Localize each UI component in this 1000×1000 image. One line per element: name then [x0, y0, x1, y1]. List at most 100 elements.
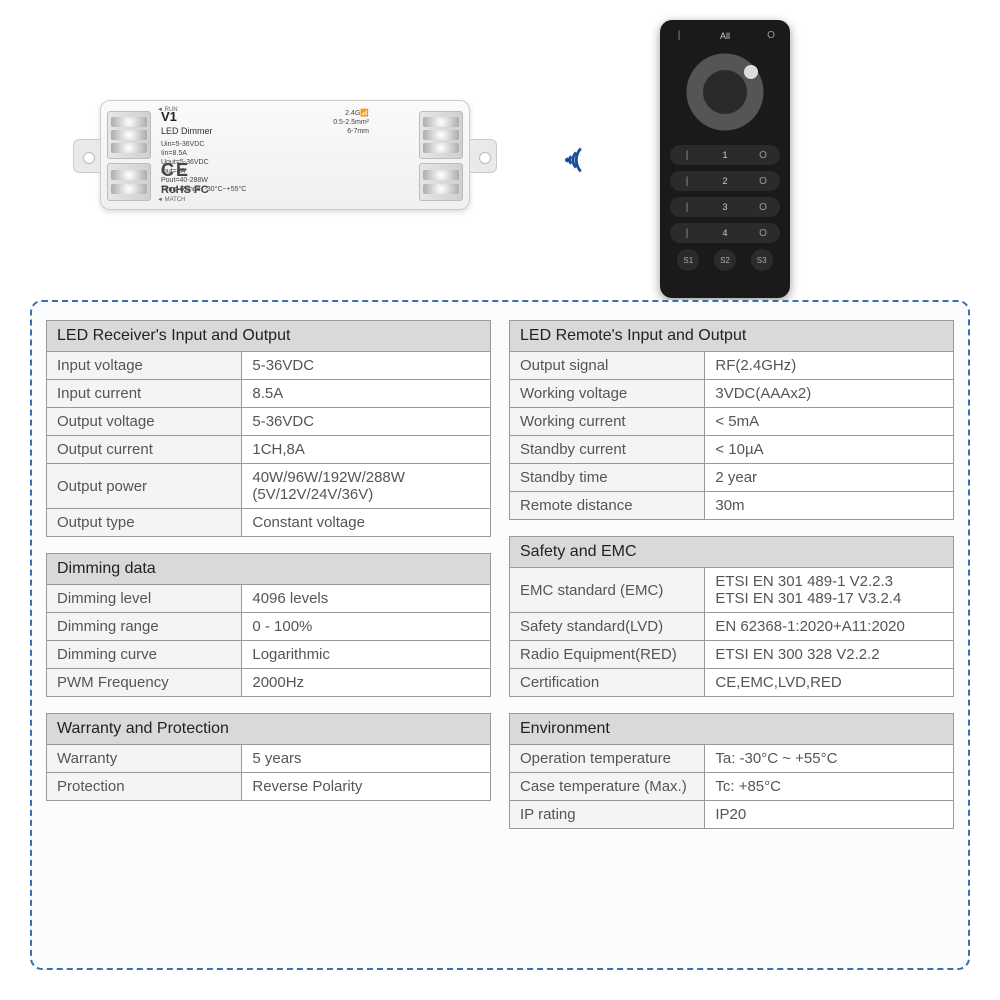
spec-panel: LED Receiver's Input and OutputInput vol… [30, 300, 970, 970]
off-icon[interactable]: O [762, 30, 780, 41]
right-column: LED Remote's Input and OutputOutput sign… [509, 320, 954, 950]
spec-label: Operation temperature [510, 745, 705, 773]
zone-3-button[interactable]: |3O [670, 197, 780, 217]
safety-table: Safety and EMCEMC standard (EMC)ETSI EN … [509, 536, 954, 697]
spec-label: Standby time [510, 464, 705, 492]
spec-label: Safety standard(LVD) [510, 613, 705, 641]
mount-tab-right [469, 139, 497, 173]
spec-label: Output current [47, 436, 242, 464]
table-row: Input voltage5-36VDC [47, 352, 491, 380]
spec-label: Certification [510, 669, 705, 697]
table-row: Dimming curveLogarithmic [47, 641, 491, 669]
zone-2-button[interactable]: |2O [670, 171, 780, 191]
brightness-dial[interactable] [680, 47, 770, 137]
table-row: Remote distance30m [510, 492, 954, 520]
spec-label: IP rating [510, 801, 705, 829]
spec-label: Dimming range [47, 613, 242, 641]
spec-value: 30m [705, 492, 954, 520]
rohs-mark: RoHS FC [161, 184, 209, 196]
spec-line: Uin=5-36VDC [161, 140, 369, 149]
receiver-table: LED Receiver's Input and OutputInput vol… [46, 320, 491, 537]
spec-label: Output voltage [47, 408, 242, 436]
table-title: LED Receiver's Input and Output [47, 321, 491, 352]
dimming-table: Dimming dataDimming level4096 levelsDimm… [46, 553, 491, 697]
spec-label: EMC standard (EMC) [510, 568, 705, 613]
terminal-block [419, 163, 463, 201]
table-row: Standby current< 10µA [510, 436, 954, 464]
table-row: IP ratingIP20 [510, 801, 954, 829]
spec-label: Standby current [510, 436, 705, 464]
spec-value: EN 62368-1:2020+A11:2020 [705, 613, 954, 641]
spec-value: 5 years [242, 745, 491, 773]
table-row: Output power40W/96W/192W/288W (5V/12V/24… [47, 464, 491, 509]
spec-label: Radio Equipment(RED) [510, 641, 705, 669]
spec-value: 0 - 100% [242, 613, 491, 641]
table-title: Safety and EMC [510, 537, 954, 568]
table-row: Working current< 5mA [510, 408, 954, 436]
freq-label: 2.4G📶 0.5-2.5mm² 6-7mm [333, 109, 369, 136]
spec-line: Iin=8.5A [161, 149, 369, 158]
spec-value: 5-36VDC [242, 352, 491, 380]
scene-row: S1 S2 S3 [670, 249, 780, 271]
spec-value: Logarithmic [242, 641, 491, 669]
spec-label: Remote distance [510, 492, 705, 520]
table-title: LED Remote's Input and Output [510, 321, 954, 352]
spec-label: Input voltage [47, 352, 242, 380]
table-title: Warranty and Protection [47, 714, 491, 745]
table-row: Output typeConstant voltage [47, 509, 491, 537]
ce-mark: CE [161, 159, 190, 182]
mount-tab-left [73, 139, 101, 173]
spec-value: ETSI EN 300 328 V2.2.2 [705, 641, 954, 669]
table-row: Operation temperatureTa: -30°C ~ +55°C [510, 745, 954, 773]
scene-3-button[interactable]: S3 [751, 249, 773, 271]
spec-value: 4096 levels [242, 585, 491, 613]
all-button[interactable]: All [688, 31, 762, 41]
warranty-table: Warranty and ProtectionWarranty5 yearsPr… [46, 713, 491, 801]
zone-4-button[interactable]: |4O [670, 223, 780, 243]
table-row: Case temperature (Max.)Tc: +85°C [510, 773, 954, 801]
spec-value: RF(2.4GHz) [705, 352, 954, 380]
spec-value: Constant voltage [242, 509, 491, 537]
spec-value: < 10µA [705, 436, 954, 464]
certifications: CE RoHS FC [161, 159, 209, 197]
table-row: Input current8.5A [47, 380, 491, 408]
table-row: Warranty5 years [47, 745, 491, 773]
table-row: Output voltage5-36VDC [47, 408, 491, 436]
terminal-block [107, 111, 151, 159]
spec-label: Output signal [510, 352, 705, 380]
spec-label: Working voltage [510, 380, 705, 408]
table-row: Dimming range0 - 100% [47, 613, 491, 641]
spec-label: Dimming level [47, 585, 242, 613]
table-row: Dimming level4096 levels [47, 585, 491, 613]
spec-label: Dimming curve [47, 641, 242, 669]
table-row: PWM Frequency2000Hz [47, 669, 491, 697]
table-row: Safety standard(LVD)EN 62368-1:2020+A11:… [510, 613, 954, 641]
spec-value: Reverse Polarity [242, 773, 491, 801]
scene-1-button[interactable]: S1 [677, 249, 699, 271]
table-row: ProtectionReverse Polarity [47, 773, 491, 801]
spec-value: 1CH,8A [242, 436, 491, 464]
product-area: ◄ RUN ◄ MATCH V1 LED Dimmer Uin=5-36VDC … [0, 0, 1000, 290]
spec-value: 5-36VDC [242, 408, 491, 436]
spec-label: Warranty [47, 745, 242, 773]
spec-value: IP20 [705, 801, 954, 829]
all-row: | All O [670, 30, 780, 41]
zone-1-button[interactable]: |1O [670, 145, 780, 165]
spec-value: CE,EMC,LVD,RED [705, 669, 954, 697]
scene-2-button[interactable]: S2 [714, 249, 736, 271]
spec-value: < 5mA [705, 408, 954, 436]
table-title: Dimming data [47, 554, 491, 585]
table-row: Standby time2 year [510, 464, 954, 492]
table-row: EMC standard (EMC)ETSI EN 301 489-1 V2.2… [510, 568, 954, 613]
table-title: Environment [510, 714, 954, 745]
spec-label: Protection [47, 773, 242, 801]
remote-io-table: LED Remote's Input and OutputOutput sign… [509, 320, 954, 520]
spec-value: 2000Hz [242, 669, 491, 697]
led-remote: | All O |1O |2O |3O |4O S1 S2 S3 [660, 20, 790, 298]
spec-label: Case temperature (Max.) [510, 773, 705, 801]
spec-value: 3VDC(AAAx2) [705, 380, 954, 408]
spec-label: Output power [47, 464, 242, 509]
led-dimmer-device: ◄ RUN ◄ MATCH V1 LED Dimmer Uin=5-36VDC … [100, 100, 470, 210]
spec-value: 8.5A [242, 380, 491, 408]
on-icon[interactable]: | [670, 30, 688, 41]
